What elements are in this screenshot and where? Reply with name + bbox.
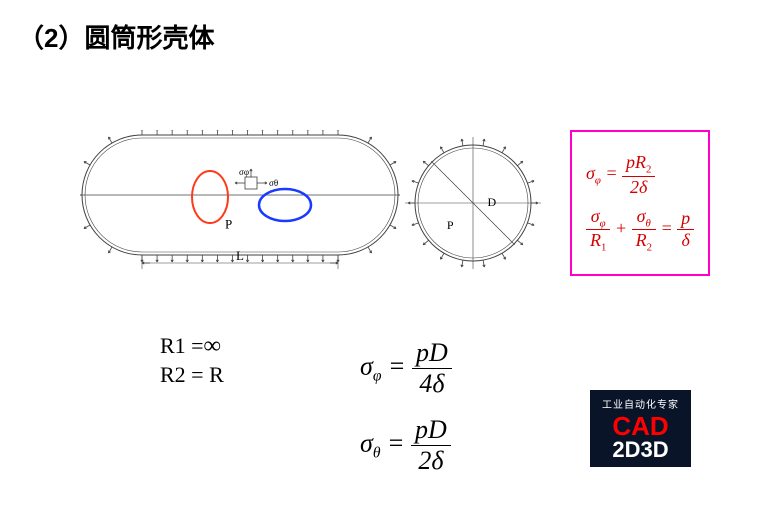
- section-title: （2）圆筒形壳体: [18, 18, 214, 55]
- rhs: p δ: [677, 208, 694, 251]
- svg-text:D: D: [488, 195, 497, 209]
- sigma-symbol: σ: [586, 163, 595, 183]
- radii-definitions: R1 =∞ R2 = R: [160, 330, 224, 390]
- term1: σφ R1: [586, 206, 610, 254]
- formula-sigma-phi: σφ = pR2 2δ: [586, 152, 694, 198]
- stress-formula-box: σφ = pR2 2δ σφ R1 + σθ R2 = p δ: [570, 130, 710, 276]
- term2: σθ R2: [632, 206, 656, 254]
- svg-text:P: P: [225, 217, 232, 232]
- end-view-svg: DP: [400, 130, 546, 276]
- brand-logo: 工业自动化专家 CAD 2D3D: [590, 390, 691, 467]
- svg-text:L: L: [236, 248, 244, 263]
- derived-formulas: σφ = pD 4δ σθ = pD 2δ: [360, 330, 452, 484]
- cylinder-end-view: DP: [400, 130, 546, 281]
- logo-cad: CAD: [602, 413, 679, 439]
- r2-line: R2 = R: [160, 361, 224, 390]
- fraction: pR2 2δ: [622, 152, 655, 198]
- logo-2d3d: 2D3D: [602, 439, 679, 461]
- denominator: 2δ: [622, 177, 655, 198]
- numerator: pR2: [622, 152, 655, 177]
- phi-subscript: φ: [595, 175, 601, 187]
- sigma-theta-formula: σθ = pD 2δ: [360, 415, 452, 476]
- logo-tagline: 工业自动化专家: [602, 396, 679, 411]
- sigma-phi-formula: σφ = pD 4δ: [360, 338, 452, 399]
- title-text: （2）圆筒形壳体: [18, 23, 214, 53]
- formula-membrane-eq: σφ R1 + σθ R2 = p δ: [586, 206, 694, 254]
- cylinder-side-view: σθ σφ P L: [80, 130, 400, 305]
- svg-text:σφ: σφ: [239, 167, 249, 177]
- infinity-symbol: ∞: [204, 332, 221, 359]
- side-view-svg: σθ σφ P L: [80, 130, 400, 300]
- svg-text:P: P: [447, 218, 454, 232]
- svg-text:σθ: σθ: [269, 178, 278, 188]
- r1-line: R1 =∞: [160, 330, 224, 361]
